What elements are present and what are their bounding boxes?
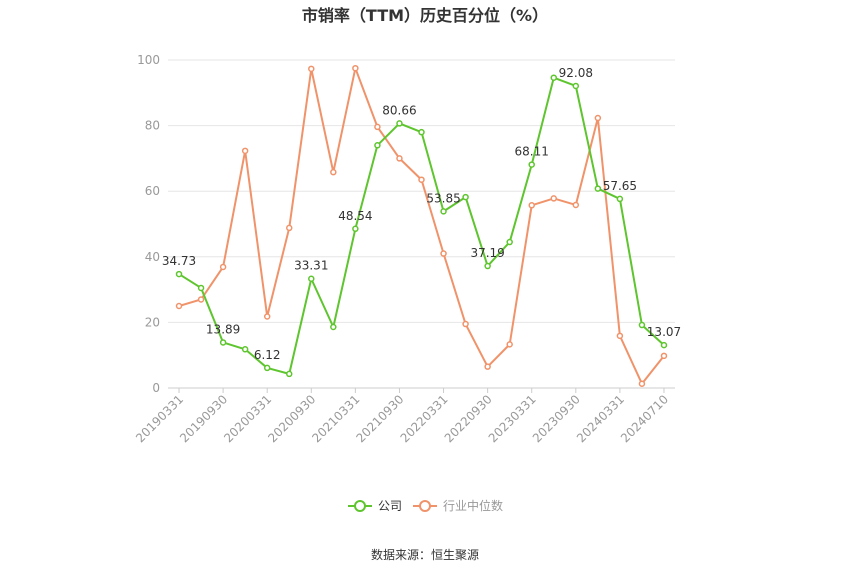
- y-tick-label: 40: [145, 250, 160, 264]
- data-point: [638, 380, 646, 387]
- data-point: [594, 185, 602, 192]
- data-point: [374, 142, 381, 149]
- data-point: [219, 339, 227, 346]
- x-tick-label: 20240710: [618, 392, 671, 445]
- data-point: [506, 341, 513, 348]
- data-label: 33.31: [294, 259, 328, 273]
- series-industry-median: [175, 64, 668, 387]
- data-point: [484, 363, 491, 370]
- data-label: 68.11: [515, 145, 549, 159]
- data-label: 34.73: [162, 254, 196, 268]
- legend-item-industry-median[interactable]: 行业中位数: [413, 498, 503, 513]
- data-point: [572, 201, 580, 209]
- data-label: 48.54: [338, 209, 372, 223]
- data-point: [462, 320, 469, 328]
- legend-industry-marker: [419, 500, 431, 512]
- data-point: [175, 302, 183, 310]
- chart-title: 市销率（TTM）历史百分位（%）: [302, 6, 548, 25]
- data-labels: 34.73 13.89 6.12 33.31 48.54 80.66 53.85 37.19 6…: [162, 66, 681, 362]
- data-point: [572, 82, 580, 90]
- data-point: [197, 284, 205, 292]
- data-point: [550, 74, 558, 81]
- data-label: 37.19: [470, 246, 504, 260]
- data-label: 6.12: [254, 348, 281, 362]
- data-point: [241, 147, 249, 155]
- data-label: 53.85: [426, 191, 460, 205]
- data-point: [638, 321, 646, 329]
- data-point: [484, 262, 491, 270]
- data-point: [616, 195, 624, 203]
- series-line: [178, 76, 665, 375]
- data-point: [396, 120, 403, 127]
- data-point: [528, 202, 535, 209]
- data-label: 13.89: [206, 322, 240, 336]
- data-point: [263, 364, 271, 372]
- data-point: [330, 323, 337, 331]
- data-point: [660, 352, 668, 360]
- data-label: 13.07: [647, 325, 681, 339]
- data-point: [462, 193, 469, 201]
- series-layer: [175, 64, 668, 387]
- data-point: [660, 341, 668, 349]
- legend-company-marker: [354, 500, 366, 512]
- data-point: [616, 332, 624, 340]
- legend-item-company[interactable]: 公司: [348, 499, 402, 513]
- data-point: [263, 313, 271, 320]
- data-point: [285, 224, 293, 232]
- data-point: [197, 296, 205, 303]
- data-point: [330, 168, 337, 176]
- y-tick-label: 20: [145, 315, 160, 329]
- data-point: [528, 161, 535, 168]
- x-axis: 2019033120190930202003312020093020210331…: [133, 387, 675, 445]
- legend: 公司 行业中位数: [348, 498, 503, 513]
- data-label: 92.08: [559, 66, 593, 80]
- y-tick-label: 80: [145, 119, 160, 133]
- data-point: [352, 225, 359, 233]
- series-line: [178, 67, 665, 385]
- y-tick-label: 100: [137, 53, 160, 67]
- data-label: 80.66: [382, 103, 416, 117]
- data-point: [440, 208, 447, 215]
- data-label: 57.65: [603, 179, 637, 193]
- data-point: [308, 65, 315, 73]
- legend-company-label: 公司: [378, 499, 402, 513]
- data-point: [418, 176, 425, 183]
- data-point: [241, 346, 249, 353]
- data-point: [506, 238, 513, 246]
- data-point: [396, 155, 403, 162]
- data-point: [418, 128, 425, 136]
- data-point: [374, 123, 381, 131]
- data-point: [550, 195, 558, 202]
- data-point: [440, 250, 447, 257]
- data-point: [594, 114, 602, 122]
- data-point: [219, 263, 227, 271]
- legend-industry-label: 行业中位数: [443, 498, 503, 513]
- data-point: [175, 270, 183, 278]
- series-company: [175, 74, 668, 378]
- data-point: [308, 275, 315, 282]
- y-tick-label: 60: [145, 184, 160, 198]
- y-tick-label: 0: [152, 381, 160, 395]
- data-point: [285, 370, 293, 378]
- y-axis: 0 20 40 60 80 100: [137, 53, 160, 395]
- data-point: [352, 64, 359, 72]
- grid-lines: [168, 59, 675, 389]
- source-note: 数据来源：恒生聚源: [371, 547, 479, 562]
